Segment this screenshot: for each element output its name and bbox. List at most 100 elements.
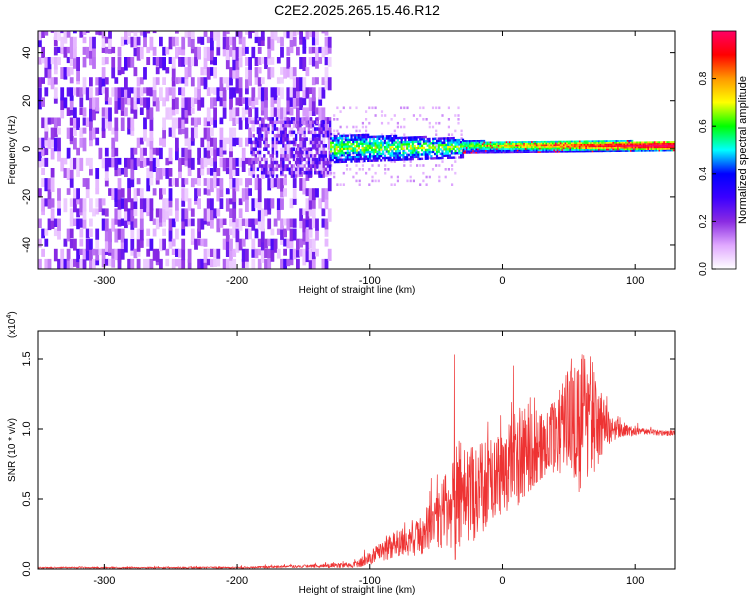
spectrogram-cell — [636, 150, 638, 152]
spectrogram-cell — [485, 150, 487, 152]
spectrogram-cell — [136, 178, 141, 185]
spectrogram-cell — [254, 147, 257, 151]
spectrogram-cell — [626, 148, 629, 151]
spectrogram-cell — [270, 36, 275, 51]
spectrogram-cell — [222, 46, 227, 57]
spectrogram-cell — [481, 148, 484, 151]
spectrogram-cell — [336, 129, 339, 133]
spectrogram-cell — [629, 139, 632, 142]
spectrogram-cell — [168, 147, 173, 162]
spectrogram-cell — [288, 140, 291, 145]
spectrogram-cell — [292, 147, 296, 151]
spectrogram-cell — [320, 120, 323, 124]
spectrogram-cell — [504, 143, 506, 145]
spectrogram-cell — [494, 141, 497, 144]
spectrogram-cell — [371, 137, 374, 140]
spectrogram-cell — [101, 127, 106, 138]
spectrogram-cell — [341, 149, 344, 153]
spectrogram-cell — [615, 145, 618, 147]
spectrogram-cell — [257, 36, 262, 46]
spectrogram-cell — [577, 148, 580, 151]
spectrogram-cell — [238, 31, 243, 39]
spectrogram-cell — [302, 97, 307, 106]
spectrogram-cell — [275, 160, 279, 165]
spectrogram-cell — [321, 107, 326, 120]
spectrogram-cell — [491, 144, 494, 147]
spectrogram-cell — [85, 157, 90, 166]
spectrogram-cell — [480, 145, 482, 147]
spectrogram-cell — [290, 117, 294, 121]
spectrogram-cell — [432, 148, 435, 151]
snr-scale-label: (x104) — [6, 311, 18, 338]
spectrogram-cell — [389, 152, 392, 155]
spectrogram-cell — [516, 151, 519, 154]
spectrogram-cell — [512, 146, 514, 149]
spectrogram-cell — [356, 138, 359, 141]
spectrogram-cell — [299, 154, 302, 158]
spectrogram-cell — [663, 148, 666, 150]
spectrogram-cell — [305, 198, 310, 212]
spectrogram-cell — [382, 156, 385, 160]
spectrogram-cell — [590, 145, 592, 148]
spectrogram-cell — [222, 147, 227, 155]
spectrogram-cell — [315, 188, 319, 198]
spectrogram-cell — [518, 142, 521, 145]
spectrogram-cell — [263, 123, 266, 128]
spectrogram-cell — [652, 143, 654, 145]
spectrogram-cell — [664, 141, 667, 143]
spectrogram-cell — [146, 87, 151, 96]
spectrogram-cell — [521, 141, 524, 143]
spectrogram-cell — [203, 248, 208, 263]
spectrogram-cell — [171, 117, 176, 130]
spectrogram-cell — [355, 179, 358, 183]
spectrogram-cell — [235, 77, 240, 91]
spectrogram-cell — [165, 157, 170, 166]
spectrogram-cell — [464, 141, 467, 144]
spectrogram-cell — [367, 157, 370, 160]
spectrogram-cell — [82, 127, 87, 134]
spectrogram-cell — [531, 147, 533, 150]
spectrogram-cell — [69, 97, 74, 110]
spectrogram-cell — [441, 146, 444, 149]
spectrogram-cell — [238, 208, 243, 218]
spectrogram-cell — [76, 157, 80, 172]
spectrogram-cell — [477, 143, 479, 146]
spectrogram-cell — [63, 36, 68, 44]
spectrogram-cell — [280, 87, 284, 100]
spectrogram-cell — [504, 148, 506, 150]
spectrogram-cell — [184, 67, 189, 80]
spectrogram-cell — [316, 120, 319, 124]
spectrogram-cell — [111, 67, 116, 79]
spectrogram-cell — [187, 168, 192, 177]
spectrogram-cell — [578, 150, 581, 153]
spectrogram-cell — [303, 127, 306, 131]
spectrogram-cell — [89, 137, 93, 147]
spectrogram-cell — [184, 31, 189, 38]
spectrogram-cell — [566, 140, 568, 143]
spectrogram-cell — [346, 147, 349, 150]
spectrogram-cell — [114, 218, 119, 225]
spectrogram-cell — [269, 167, 272, 172]
spectrogram-cell — [264, 248, 268, 258]
spectrogram-cell — [263, 127, 266, 131]
spectrogram-cell — [341, 136, 344, 140]
spectrogram-cell — [342, 137, 345, 140]
spectrogram-cell — [477, 146, 479, 149]
spectrogram-cell — [139, 87, 144, 97]
spectrogram-cell — [426, 148, 429, 152]
spectrogram-cell — [510, 146, 513, 149]
spectrogram-cell — [460, 129, 463, 133]
spectrogram-cell — [258, 160, 262, 165]
spectrogram-cell — [437, 148, 440, 151]
spectrogram-cell — [184, 218, 189, 227]
spectrogram-cell — [76, 248, 80, 263]
spectrogram-cell — [594, 140, 597, 143]
spectrogram-cell — [516, 147, 519, 150]
spectrogram-cell — [668, 141, 670, 143]
spectrogram-cell — [146, 31, 151, 34]
spectrogram-cell — [343, 151, 346, 155]
spectrogram-cell — [232, 188, 237, 202]
spectrogram-cell — [222, 238, 227, 250]
spectrogram-cell — [524, 147, 527, 150]
spectrogram-cell — [95, 258, 100, 266]
